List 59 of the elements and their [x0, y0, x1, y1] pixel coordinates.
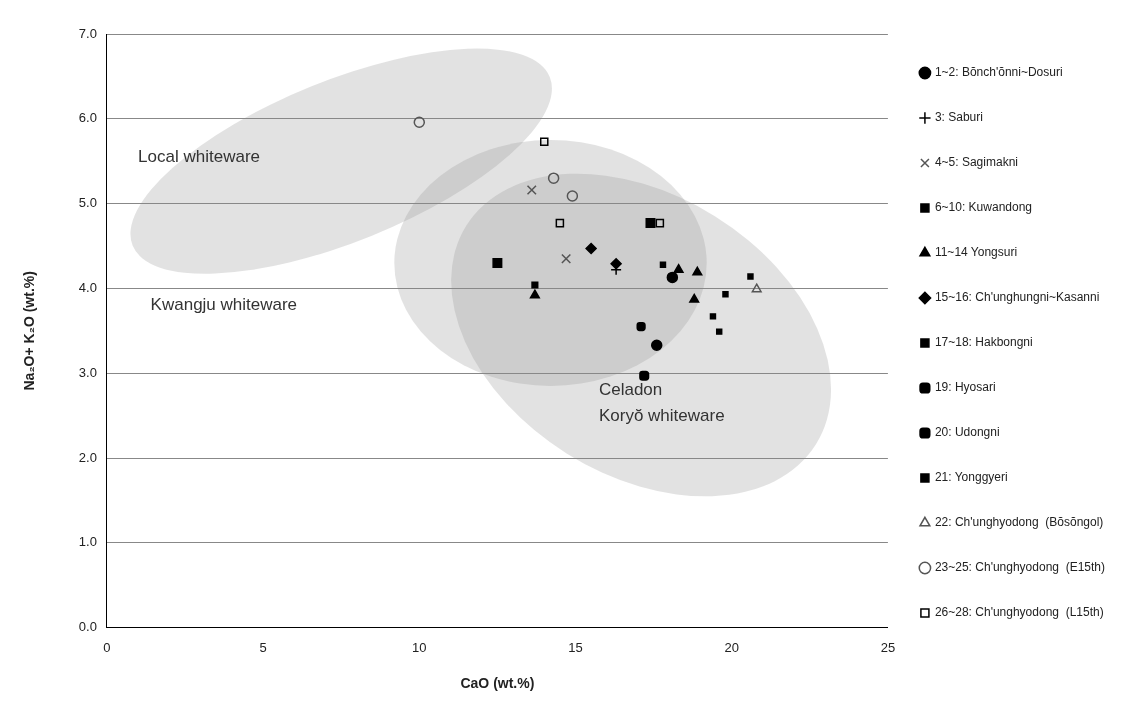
point	[673, 263, 684, 273]
legend-label: 3: Saburi	[934, 110, 983, 125]
point	[539, 137, 549, 146]
point	[547, 172, 560, 184]
point	[561, 253, 572, 264]
x-tick-label: 25	[880, 639, 896, 655]
x-tick-label: 20	[724, 639, 739, 655]
point	[413, 116, 426, 128]
x-tick-label: 15	[568, 639, 583, 655]
point	[566, 190, 579, 202]
legend-label: 19: Hyosari	[934, 380, 996, 395]
y-tick-label: 5.0	[78, 195, 97, 211]
legend-label: 11~14 Yongsuri	[934, 245, 1018, 260]
point	[555, 218, 565, 228]
annotation: Kwangju whiteware	[150, 295, 298, 316]
x-tick-label: 10	[412, 639, 427, 655]
point	[529, 289, 540, 299]
legend-label: 23~25: Ch'unghyodong (E15th)	[934, 560, 1106, 575]
y-tick-label: 7.0	[78, 25, 97, 41]
y-tick-label: 3.0	[78, 364, 97, 380]
annotation: Local whiteware	[138, 146, 261, 167]
legend-label: 20: Udongni	[934, 425, 1000, 440]
point	[585, 242, 597, 255]
y-axis-title: Na₂O+ K₂O (wt.%)	[21, 271, 38, 391]
legend-label: 22: Ch'unghyodong (Bŏsŏngol)	[934, 515, 1104, 530]
legend-label: 26~28: Ch'unghyodong (L15th)	[934, 605, 1104, 620]
x-tick-label: 5	[259, 639, 267, 655]
point	[645, 218, 656, 229]
annotation: Celadon	[598, 380, 663, 401]
y-tick-label: 6.0	[78, 110, 97, 126]
point	[636, 321, 646, 332]
y-tick-label: 0.0	[78, 619, 97, 635]
annotation: Koryŏ whiteware	[598, 405, 725, 426]
legend-label: 4~5: Sagimakni	[934, 155, 1018, 170]
x-tick-label: 0	[103, 639, 111, 655]
point	[722, 291, 729, 298]
x-axis-title: CaO (wt.%)	[460, 675, 535, 692]
point	[650, 339, 663, 351]
y-tick-label: 4.0	[78, 279, 97, 295]
legend-label: 21: Yonggyeri	[934, 470, 1008, 485]
point	[639, 370, 650, 381]
legend-label: 6~10: Kuwandong	[934, 200, 1033, 215]
point	[531, 281, 539, 289]
point	[655, 218, 665, 228]
legend-label: 17~18: Hakbongni	[934, 335, 1033, 350]
point	[747, 273, 754, 280]
point	[692, 266, 703, 276]
y-tick-label: 1.0	[78, 534, 97, 550]
legend-label: 15~16: Ch'unghungni~Kasanni	[934, 290, 1100, 305]
point	[666, 271, 679, 284]
point	[689, 293, 700, 303]
point	[715, 328, 723, 335]
point	[751, 283, 762, 293]
legend-label: 1~2: Bŏnch'ŏnni~Dosuri	[934, 65, 1063, 80]
point	[659, 261, 667, 268]
point	[526, 185, 537, 196]
y-tick-label: 2.0	[78, 449, 97, 465]
point	[709, 313, 717, 320]
point	[492, 257, 503, 268]
